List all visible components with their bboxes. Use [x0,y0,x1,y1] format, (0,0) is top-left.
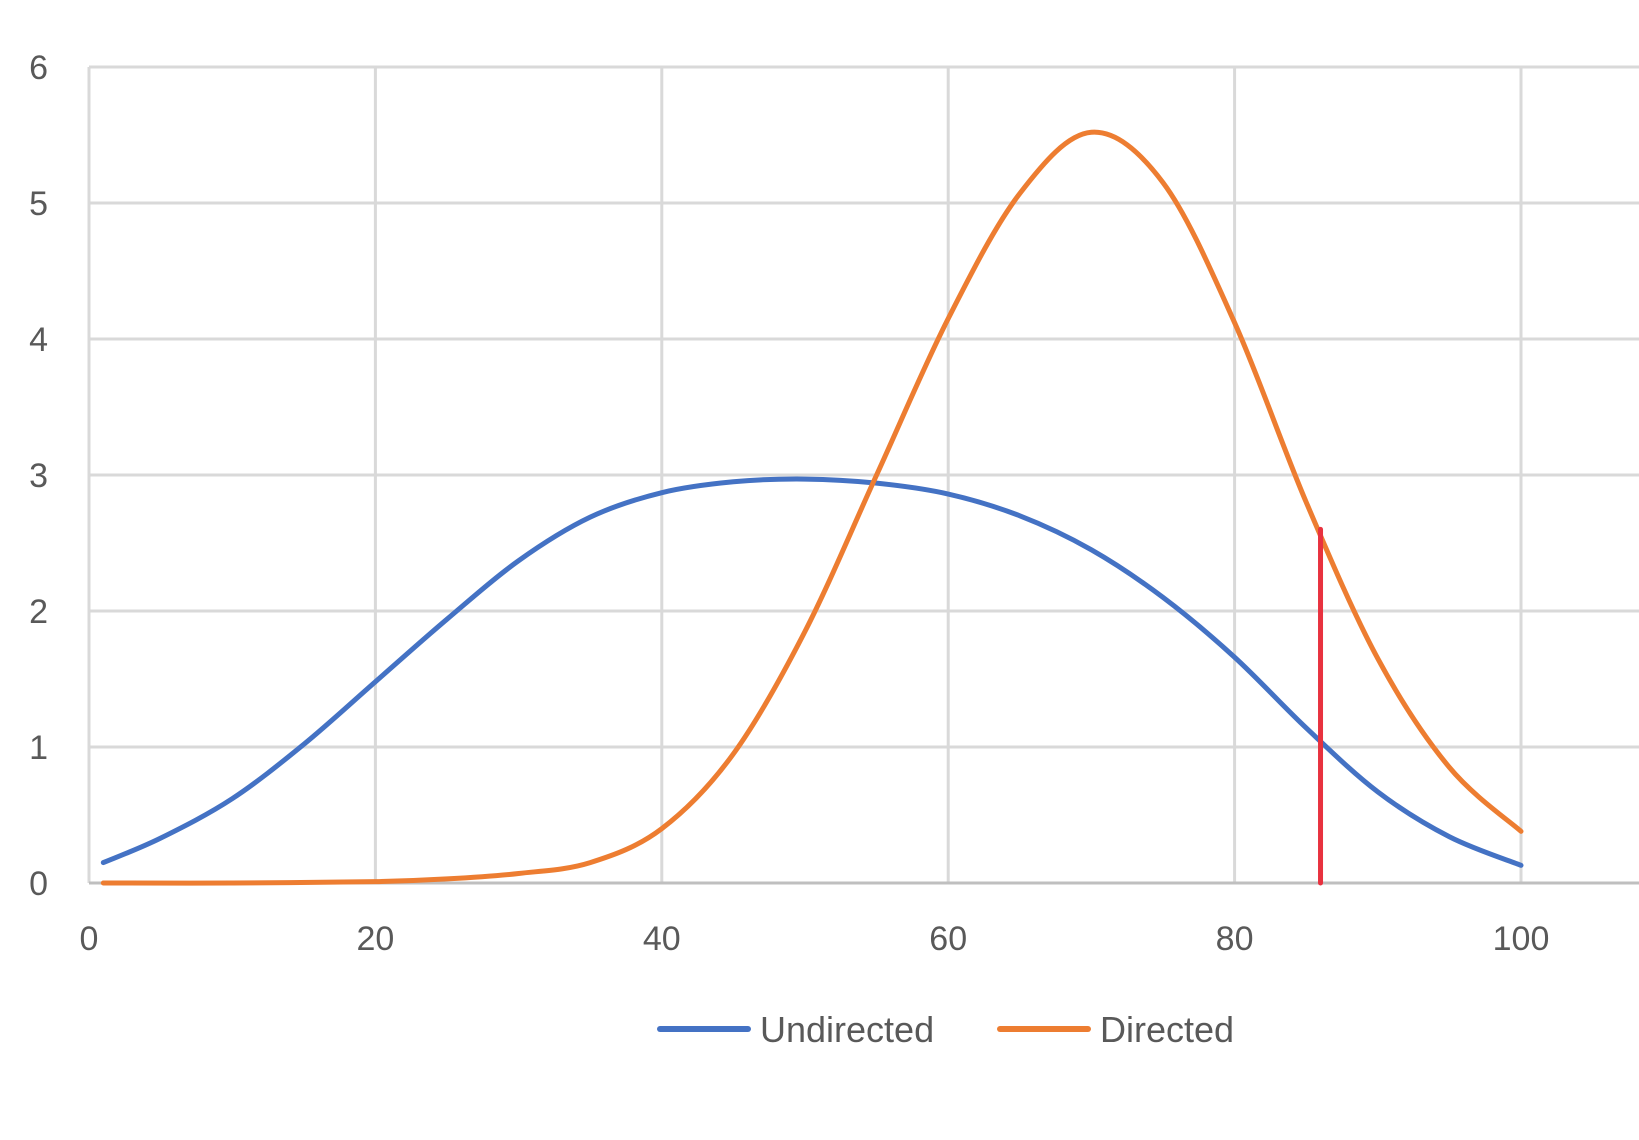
grid-lines [87,65,1639,883]
y-tick-label: 5 [29,185,48,223]
x-tick-label: 20 [356,920,394,958]
legend-label-directed: Directed [1100,1009,1234,1050]
x-tick-label: 100 [1493,920,1550,958]
x-tick-label: 60 [929,920,967,958]
y-tick-label: 4 [29,321,48,359]
legend-label-undirected: Undirected [760,1009,934,1050]
y-tick-label: 6 [29,49,48,87]
y-tick-label: 1 [29,729,48,767]
y-tick-label: 3 [29,457,48,495]
y-tick-label: 2 [29,593,48,631]
x-tick-label: 80 [1216,920,1254,958]
series-lines [100,129,1524,886]
x-tick-label: 0 [80,920,99,958]
series-line-directed [100,129,1524,886]
y-tick-label: 0 [29,865,48,903]
legend: Undirected Directed [657,1009,1234,1050]
x-tick-label: 40 [643,920,681,958]
series-line-undirected [100,476,1524,868]
